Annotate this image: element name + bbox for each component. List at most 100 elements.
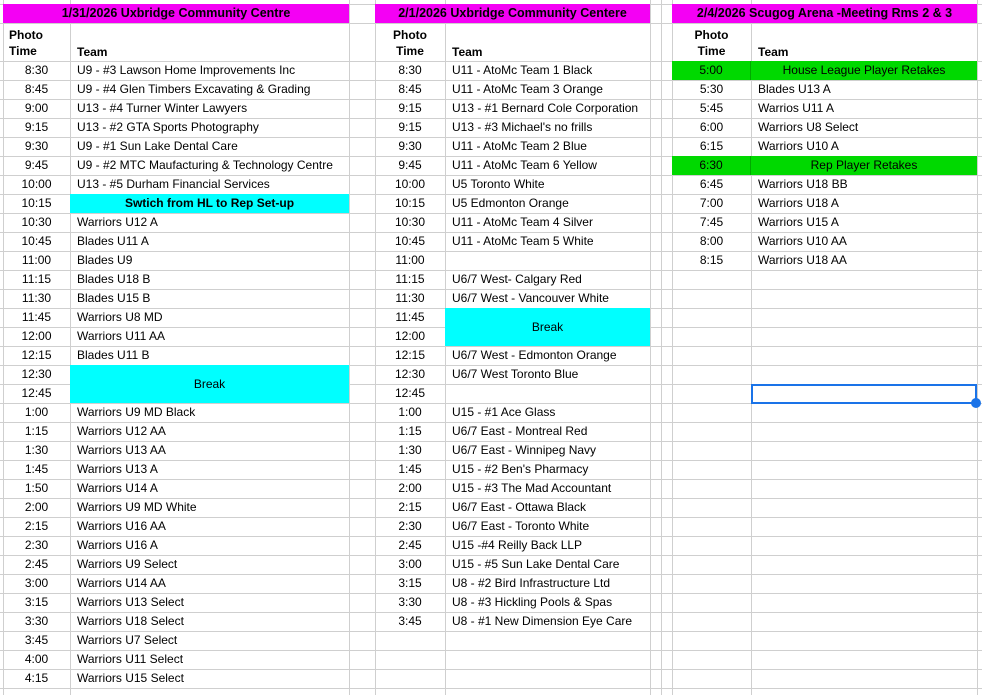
team-cell[interactable]: U8 - #3 Hickling Pools & Spas	[452, 595, 613, 609]
time-cell[interactable]: 3:45	[24, 633, 49, 647]
team-cell[interactable]: U6/7 East - Montreal Red	[452, 424, 588, 438]
team-cell[interactable]: U9 - #3 Lawson Home Improvements Inc	[77, 63, 296, 77]
time-cell[interactable]: 12:15	[394, 348, 426, 362]
time-cell[interactable]: 7:45	[699, 215, 724, 229]
team-cell[interactable]: U6/7 West- Calgary Red	[452, 272, 582, 286]
time-cell[interactable]: 12:45	[394, 386, 426, 400]
time-cell[interactable]: 9:15	[398, 101, 422, 115]
time-cell[interactable]: 8:30	[24, 63, 49, 77]
team-cell[interactable]: U15 - #3 The Mad Accountant	[452, 481, 612, 495]
time-cell[interactable]: 5:30	[699, 82, 724, 96]
team-cell[interactable]: Warriors U14 AA	[77, 576, 166, 590]
team-cell[interactable]: Blades U11 B	[77, 348, 150, 362]
team-cell[interactable]: Warriors U18 AA	[758, 253, 847, 267]
time-cell[interactable]: 8:15	[699, 253, 724, 267]
team-cell[interactable]: Blades U11 A	[77, 234, 149, 248]
time-cell[interactable]: 8:45	[398, 82, 422, 96]
time-cell[interactable]: 12:45	[21, 386, 52, 400]
note-cell[interactable]: Swtich from HL to Rep Set-up	[70, 194, 349, 213]
time-cell[interactable]: 12:15	[21, 348, 52, 362]
time-cell[interactable]: 1:15	[398, 424, 422, 438]
time-cell[interactable]: 12:30	[21, 367, 52, 381]
time-cell[interactable]: 6:45	[699, 177, 724, 191]
team-cell[interactable]: Warriors U9 MD Black	[77, 405, 196, 419]
selected-cell[interactable]	[751, 384, 981, 408]
team-cell[interactable]: U13 - #1 Bernard Cole Corporation	[452, 101, 639, 115]
time-cell[interactable]: 1:00	[398, 405, 422, 419]
team-cell[interactable]: U13 - #5 Durham Financial Services	[77, 177, 270, 191]
team-cell[interactable]: U9 - #2 MTC Maufacturing & Technology Ce…	[77, 158, 333, 172]
team-cell[interactable]: Warriors U13 AA	[77, 443, 166, 457]
table-title[interactable]: 2/4/2026 Scugog Arena -Meeting Rms 2 & 3	[672, 4, 977, 23]
team-cell[interactable]: Blades U13 A	[758, 82, 831, 96]
team-cell[interactable]	[445, 384, 650, 403]
time-cell[interactable]: 9:30	[24, 139, 49, 153]
team-cell[interactable]: Blades U15 B	[77, 291, 151, 305]
table-title[interactable]: 2/1/2026 Uxbridge Community Centere	[375, 4, 650, 23]
time-cell[interactable]: 1:00	[24, 405, 49, 419]
time-cell[interactable]: 10:00	[394, 177, 426, 191]
team-cell[interactable]: U6/7 East - Winnipeg Navy	[452, 443, 597, 457]
team-cell[interactable]: U9 - #1 Sun Lake Dental Care	[77, 139, 238, 153]
team-cell[interactable]: U6/7 West - Edmonton Orange	[452, 348, 617, 362]
team-cell[interactable]: U8 - #2 Bird Infrastructure Ltd	[452, 576, 611, 590]
time-cell[interactable]: 5:00	[672, 61, 751, 80]
time-cell[interactable]: 11:00	[395, 253, 425, 267]
team-cell[interactable]: U15 -#4 Reilly Back LLP	[452, 538, 583, 552]
time-cell[interactable]: 3:30	[24, 614, 49, 628]
team-cell[interactable]: Warriors U15 A	[758, 215, 839, 229]
time-cell[interactable]: 6:15	[699, 139, 724, 153]
time-cell[interactable]: 11:30	[21, 291, 52, 305]
time-cell[interactable]: 10:45	[21, 234, 52, 248]
team-cell[interactable]: U13 - #2 GTA Sports Photography	[77, 120, 259, 134]
time-cell[interactable]: 5:45	[699, 101, 724, 115]
team-cell[interactable]: U15 - #2 Ben's Pharmacy	[452, 462, 589, 476]
time-cell[interactable]: 6:30	[672, 156, 751, 175]
time-cell[interactable]: 10:15	[394, 196, 426, 210]
team-cell[interactable]: Warriors U10 AA	[758, 234, 847, 248]
time-cell[interactable]: 4:00	[24, 652, 49, 666]
time-cell[interactable]: 11:00	[21, 253, 52, 267]
retakes-cell[interactable]: Rep Player Retakes	[751, 156, 977, 175]
time-cell[interactable]: 9:45	[398, 158, 422, 172]
time-cell[interactable]: 10:45	[394, 234, 426, 248]
team-cell[interactable]: Warriors U9 Select	[77, 557, 178, 571]
time-cell[interactable]: 1:15	[24, 424, 49, 438]
team-cell[interactable]: Warriors U12 A	[77, 215, 158, 229]
time-cell[interactable]: 8:00	[699, 234, 724, 248]
time-cell[interactable]: 2:00	[398, 481, 422, 495]
time-cell[interactable]: 11:15	[395, 272, 425, 286]
team-cell[interactable]: Blades U9	[77, 253, 133, 267]
time-cell[interactable]: 10:30	[21, 215, 52, 229]
time-cell[interactable]: 12:00	[21, 329, 52, 343]
team-cell[interactable]: U9 - #4 Glen Timbers Excavating & Gradin…	[77, 82, 311, 96]
team-cell[interactable]: Warriors U18 A	[758, 196, 839, 210]
team-cell[interactable]: Warriors U18 Select	[77, 614, 184, 628]
time-cell[interactable]: 3:00	[24, 576, 49, 590]
team-cell[interactable]: Warriors U13 A	[77, 462, 158, 476]
team-cell[interactable]: U6/7 West - Vancouver White	[452, 291, 609, 305]
time-cell[interactable]: 9:00	[24, 101, 49, 115]
time-cell[interactable]: 9:45	[24, 158, 49, 172]
time-cell[interactable]: 2:30	[24, 538, 49, 552]
team-cell[interactable]: Warriors U14 A	[77, 481, 158, 495]
retakes-cell[interactable]: House League Player Retakes	[751, 61, 977, 80]
team-cell[interactable]: Blades U18 B	[77, 272, 151, 286]
team-cell[interactable]: Warriors U11 AA	[77, 329, 166, 343]
time-cell[interactable]: 1:45	[398, 462, 422, 476]
team-cell[interactable]: U6/7 East - Toronto White	[452, 519, 590, 533]
team-cell[interactable]: Warriors U13 Select	[77, 595, 184, 609]
team-cell[interactable]: U11 - AtoMc Team 6 Yellow	[452, 158, 597, 172]
team-cell[interactable]: Warriors U9 MD White	[77, 500, 197, 514]
team-cell[interactable]: U5 Toronto White	[452, 177, 545, 191]
team-header[interactable]: Team	[77, 45, 108, 59]
time-cell[interactable]: 12:30	[394, 367, 426, 381]
time-cell[interactable]: 2:45	[24, 557, 49, 571]
team-cell[interactable]: U15 - #1 Ace Glass	[452, 405, 556, 419]
photo-time-header[interactable]: Photo Time	[9, 28, 43, 58]
team-header[interactable]: Team	[758, 45, 789, 59]
team-cell[interactable]: Warriors U16 AA	[77, 519, 166, 533]
time-cell[interactable]: 4:15	[24, 671, 49, 685]
break-cell[interactable]: Break	[70, 365, 349, 403]
time-cell[interactable]: 10:30	[394, 215, 426, 229]
